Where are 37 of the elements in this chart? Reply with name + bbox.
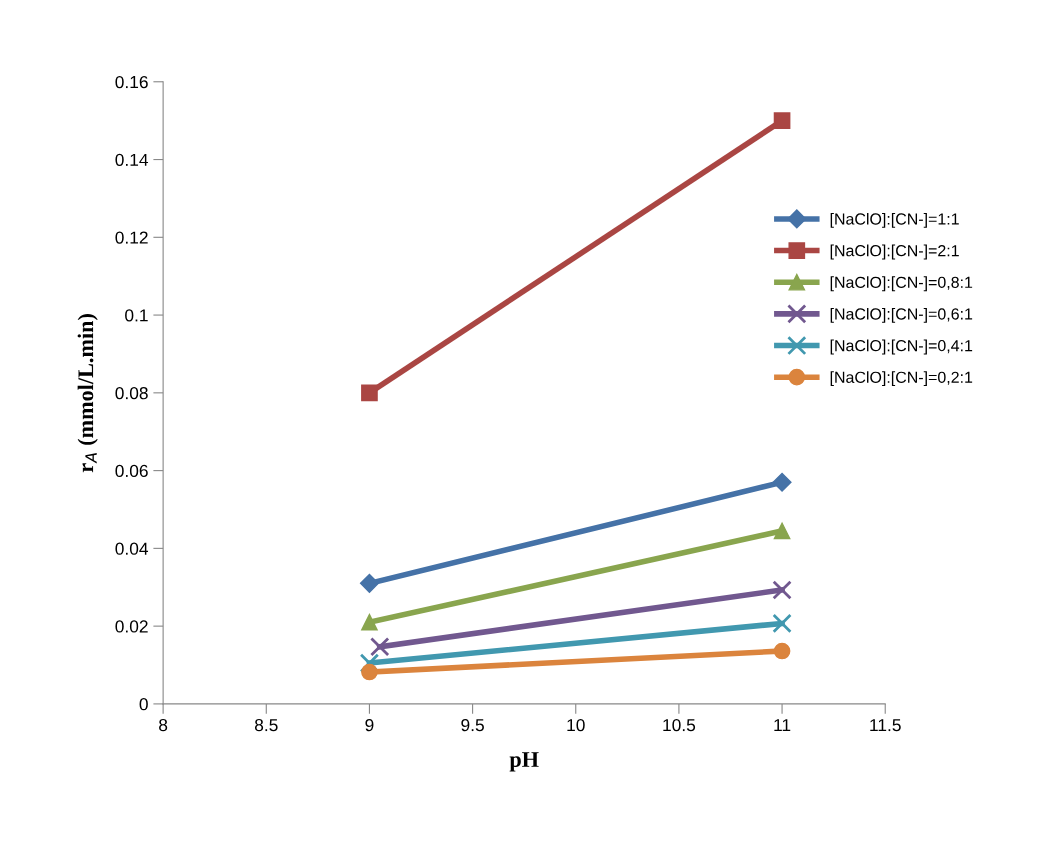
- point: [772, 472, 792, 492]
- legend-label: [NaClO]:[CN-]=0,6:1: [830, 307, 973, 323]
- legend-label: [NaClO]:[CN-]=0,8:1: [830, 276, 973, 292]
- point: [773, 112, 791, 129]
- x-tick-label: 8.5: [254, 718, 278, 732]
- point: [361, 384, 378, 402]
- x-tick-label: 9: [365, 718, 374, 732]
- y-tick-label: 0.16: [115, 75, 148, 89]
- x-tick-label: 11.5: [870, 719, 901, 732]
- x-tick-label: 8: [159, 718, 168, 732]
- y-tick-label: 0.02: [115, 620, 148, 633]
- y-tick-label: 0.14: [115, 153, 149, 166]
- point: [361, 663, 378, 681]
- y-tick-label: 0.12: [115, 231, 148, 244]
- point: [370, 637, 390, 657]
- point: [773, 522, 791, 540]
- x-tick-label: 10: [567, 718, 585, 732]
- x-tick-label: 10.5: [663, 718, 696, 732]
- y-tick-label: 0.1: [125, 309, 148, 322]
- y-tick-label: 0: [139, 698, 148, 711]
- legend-label: [NaClO]:[CN-]=0,4:1: [830, 339, 973, 355]
- x-tick-label: 9.5: [461, 718, 484, 732]
- y-tick-label: 0.08: [115, 387, 148, 400]
- point: [359, 573, 379, 593]
- point: [772, 613, 792, 634]
- legend-label: [NaClO]:[CN-]=1:1: [830, 212, 959, 228]
- point: [359, 653, 380, 673]
- y-tick-label: 0.06: [115, 464, 148, 478]
- legend-label: [NaClO]:[CN-]=0,2:1: [830, 371, 973, 387]
- legend-label: [NaClO]:[CN-]=2:1: [830, 244, 959, 260]
- y-axis-title: r$_{A}$ (mmol/L.min): [77, 314, 98, 473]
- x-tick-label: 11: [774, 719, 791, 732]
- y-tick-label: 0.04: [115, 542, 149, 555]
- x-axis-title: pH: [509, 752, 539, 772]
- point: [361, 613, 378, 631]
- point: [772, 580, 792, 600]
- point: [773, 642, 791, 660]
